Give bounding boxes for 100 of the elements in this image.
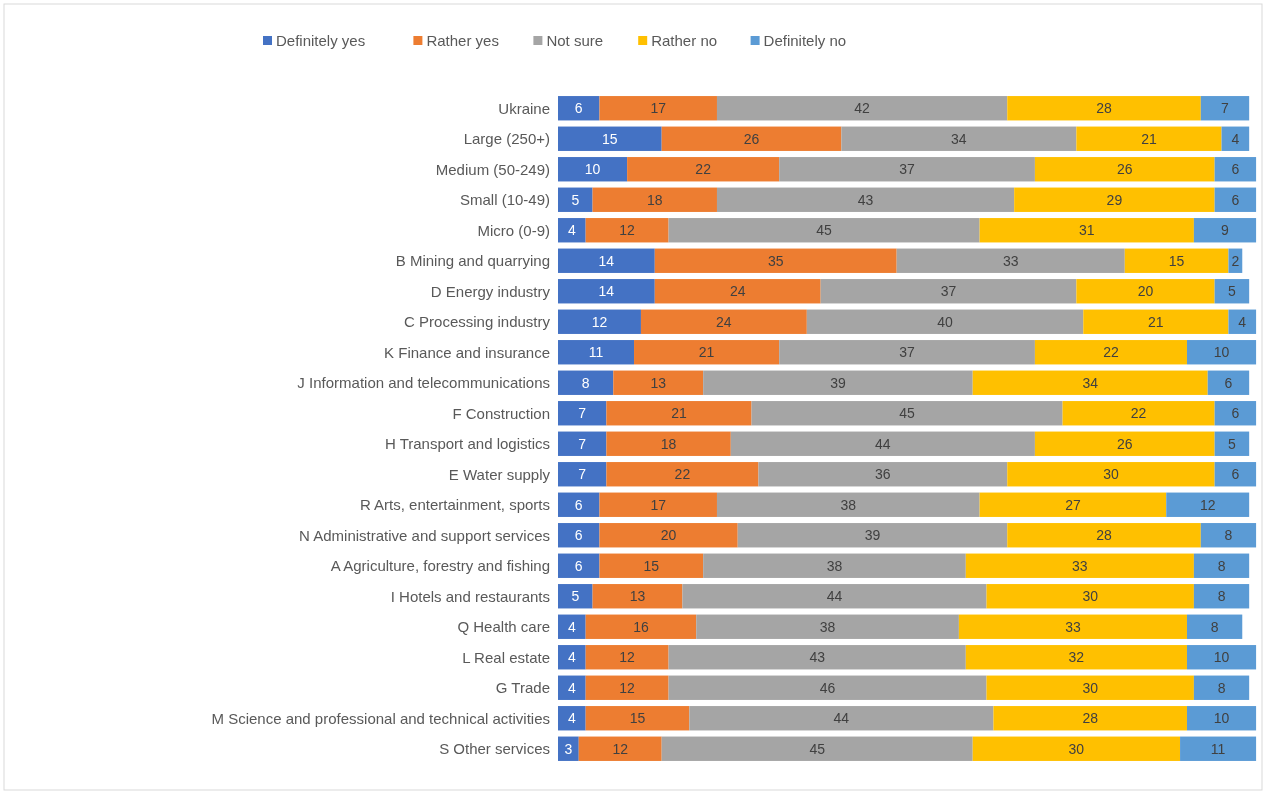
data-label: 30 (1082, 588, 1099, 605)
data-label: 46 (819, 679, 836, 696)
data-label: 35 (767, 252, 784, 269)
y-tick-label: G Trade (495, 679, 550, 696)
bar (779, 340, 1035, 365)
data-label: 45 (809, 740, 826, 757)
bar (558, 187, 593, 212)
data-label: 20 (1137, 283, 1154, 300)
bar (1062, 401, 1215, 426)
data-label: 10 (1213, 649, 1230, 666)
bar (558, 553, 600, 578)
bar (1193, 584, 1250, 609)
bar (1007, 523, 1201, 548)
bar (1034, 157, 1215, 182)
bar (558, 706, 586, 731)
bar (986, 675, 1194, 700)
y-tick-label: Medium (50-249) (435, 160, 550, 178)
bar (558, 523, 600, 548)
data-label: 4 (567, 710, 576, 727)
data-label: 15 (629, 710, 646, 727)
data-label: 15 (643, 557, 660, 574)
data-label: 6 (1231, 161, 1240, 178)
data-label: 13 (650, 374, 667, 391)
bar (654, 248, 897, 273)
bar (1214, 279, 1250, 304)
data-label: 5 (1228, 435, 1236, 452)
data-label: 22 (1103, 344, 1119, 361)
bar (806, 309, 1084, 334)
data-label: 45 (899, 405, 916, 422)
bar (716, 187, 1015, 212)
bar (1014, 187, 1215, 212)
bar (558, 309, 641, 334)
data-label: 8 (1210, 618, 1219, 635)
bar (716, 96, 1008, 121)
bar (758, 462, 1008, 487)
bar (558, 126, 662, 151)
data-label: 38 (840, 496, 857, 513)
legend-label: Definitely no (763, 32, 847, 50)
data-label: 42 (854, 100, 871, 117)
data-label: 7 (1221, 100, 1230, 117)
data-label: 17 (650, 496, 667, 513)
bar (965, 553, 1194, 578)
data-label: 28 (1096, 527, 1113, 544)
data-label: 3 (564, 740, 573, 757)
data-label: 12 (619, 679, 636, 696)
y-tick-label: D Energy industry (430, 282, 551, 300)
bar (634, 340, 780, 365)
bar (558, 96, 600, 121)
bar (558, 157, 628, 182)
data-label: 2 (1231, 252, 1240, 269)
bar (820, 279, 1077, 304)
bar (613, 370, 704, 395)
data-label: 4 (1238, 313, 1247, 330)
bar (1034, 431, 1215, 456)
data-label: 12 (1199, 496, 1216, 513)
data-label: 6 (1231, 405, 1240, 422)
data-label: 38 (826, 557, 843, 574)
y-tick-label: Large (250+) (463, 130, 550, 147)
bar (1214, 187, 1257, 212)
data-label: 28 (1082, 710, 1099, 727)
data-label: 6 (574, 557, 583, 574)
data-label: 6 (574, 496, 583, 513)
bar (558, 401, 607, 426)
bar (730, 431, 1035, 456)
data-label: 22 (674, 466, 691, 483)
data-label: 17 (650, 100, 667, 117)
y-tick-label: Micro (0-9) (477, 221, 550, 239)
y-tick-label: J Information and telecommunications (297, 374, 550, 391)
bar (661, 126, 842, 151)
bar (578, 736, 662, 761)
bar (986, 584, 1194, 609)
data-label: 8 (1217, 557, 1226, 574)
bar (689, 706, 994, 731)
bar (1193, 553, 1250, 578)
bar (1214, 401, 1257, 426)
bar (661, 736, 973, 761)
data-label: 4 (1231, 130, 1240, 147)
bar (1214, 462, 1257, 487)
bar (558, 340, 635, 365)
bar (558, 736, 579, 761)
data-label: 8 (581, 374, 590, 391)
data-label: 6 (574, 527, 583, 544)
data-label: 37 (899, 161, 916, 178)
bar (585, 706, 690, 731)
bar (1186, 706, 1257, 731)
data-label: 30 (1082, 679, 1099, 696)
data-label: 14 (598, 283, 615, 300)
data-label: 22 (1130, 405, 1147, 422)
data-label: 16 (633, 618, 649, 635)
bar (558, 462, 607, 487)
bar (558, 218, 586, 243)
bar (682, 584, 987, 609)
bar (703, 553, 966, 578)
data-label: 6 (574, 100, 583, 117)
bar (972, 736, 1181, 761)
bar (558, 370, 614, 395)
bar (668, 218, 980, 243)
bar (558, 279, 655, 304)
data-label: 21 (1141, 130, 1157, 147)
y-tick-label: A Agriculture, forestry and fishing (330, 557, 550, 574)
